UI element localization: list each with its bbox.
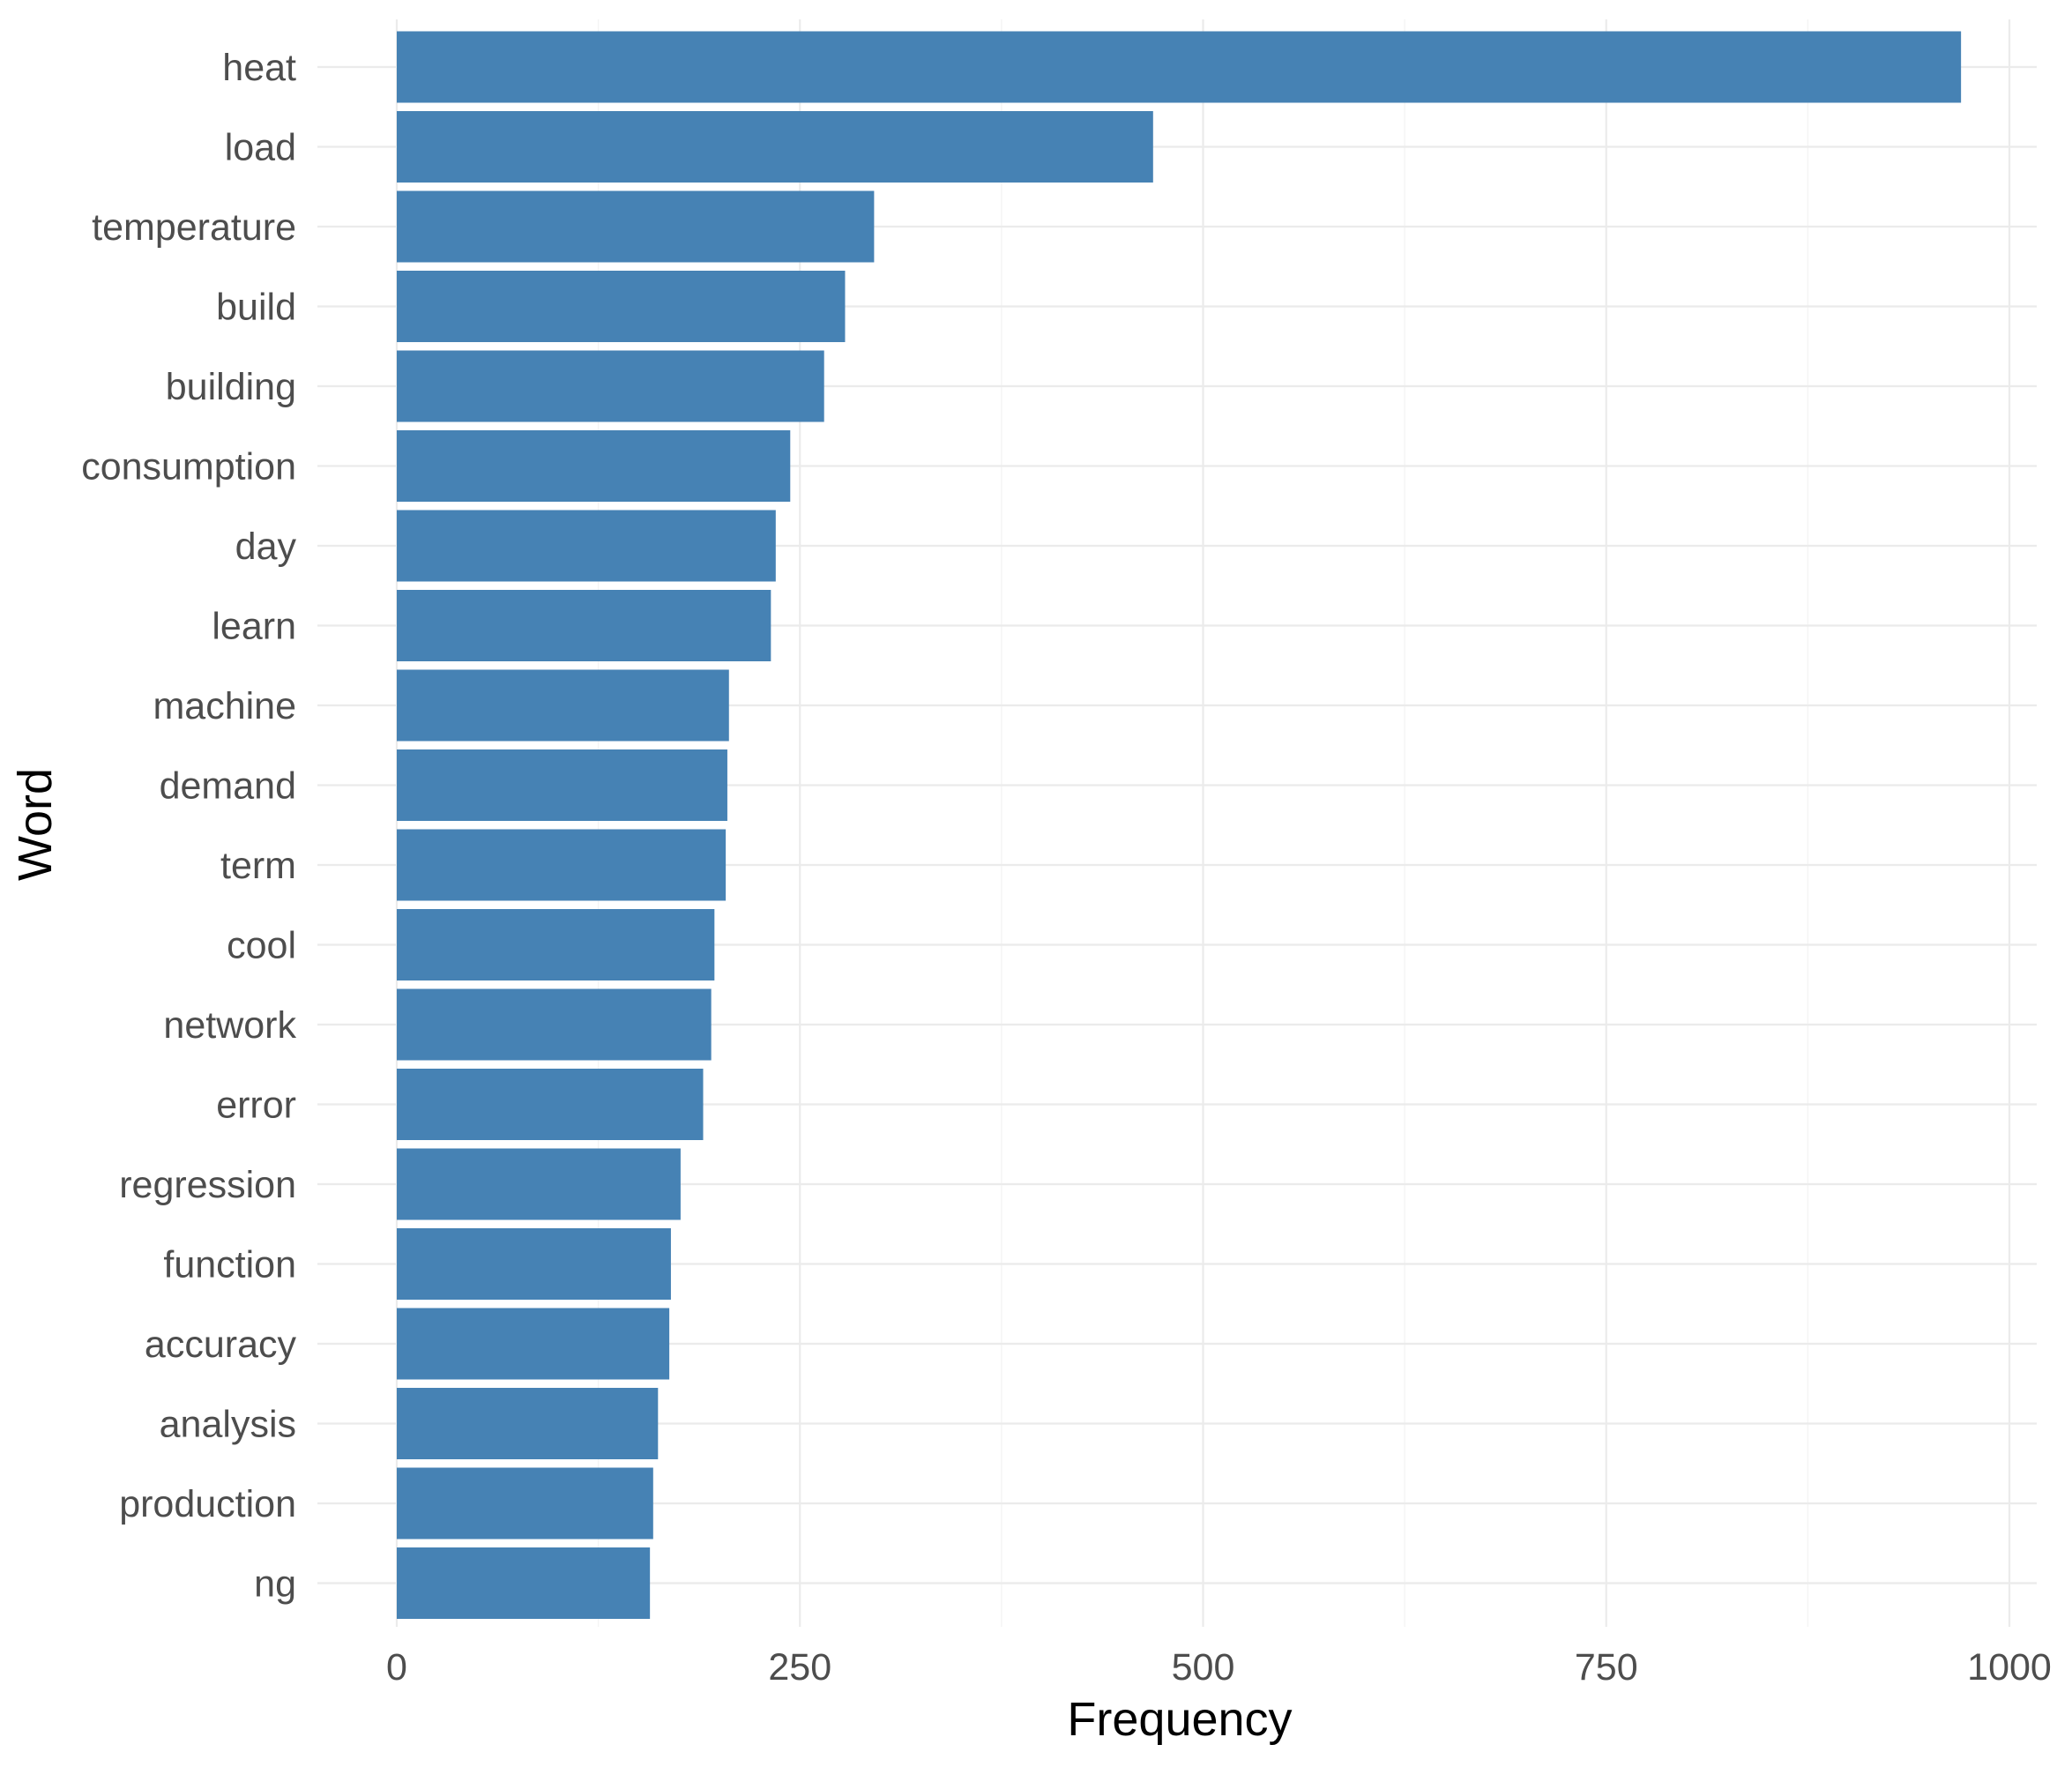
bar-temperature — [397, 190, 875, 263]
y-tick-label: function — [163, 1244, 296, 1286]
y-tick-labels: heat load temperature build building consumpt… — [81, 47, 296, 1606]
bar-learn — [397, 590, 771, 661]
bar-network — [397, 988, 712, 1061]
bar-machine — [397, 669, 729, 742]
y-tick-label: production — [119, 1483, 296, 1525]
bar-error — [397, 1069, 704, 1140]
bar-accuracy — [397, 1308, 670, 1380]
x-tick-label: 1000 — [1967, 1646, 2052, 1689]
bar-production — [397, 1467, 653, 1540]
bar-build — [397, 271, 846, 342]
bars — [397, 31, 1962, 1619]
x-tick-label: 500 — [1172, 1646, 1235, 1689]
y-tick-label: temperature — [92, 206, 296, 249]
y-tick-label: machine — [153, 685, 296, 727]
y-tick-label: consumption — [81, 446, 296, 488]
x-tick-labels: 0 250 500 750 1000 — [386, 1646, 2052, 1689]
y-tick-label: load — [225, 127, 296, 169]
y-tick-label: regression — [119, 1164, 296, 1206]
y-tick-label: term — [220, 845, 296, 887]
y-tick-label: error — [216, 1085, 296, 1127]
bar-cool — [397, 909, 715, 980]
y-tick-label: demand — [160, 765, 296, 808]
y-tick-label: heat — [222, 47, 296, 89]
x-tick-label: 250 — [768, 1646, 831, 1689]
x-axis-title: Frequency — [1067, 1693, 1292, 1746]
y-tick-label: building — [166, 366, 296, 408]
y-tick-label: learn — [212, 606, 296, 648]
bar-day — [397, 510, 776, 582]
y-tick-label: cool — [227, 925, 296, 967]
bar-demand — [397, 749, 727, 821]
bar-building — [397, 350, 824, 422]
y-tick-label: analysis — [160, 1404, 296, 1446]
y-tick-label: network — [163, 1004, 296, 1047]
bar-ng — [397, 1547, 651, 1619]
bar-consumption — [397, 430, 791, 502]
bar-analysis — [397, 1388, 659, 1459]
y-tick-label: ng — [254, 1563, 296, 1606]
bar-load — [397, 111, 1153, 183]
y-axis-title: Word — [9, 768, 62, 881]
y-tick-label: accuracy — [145, 1323, 297, 1366]
x-tick-label: 0 — [386, 1646, 407, 1689]
bar-term — [397, 829, 727, 901]
y-tick-label: day — [235, 526, 297, 568]
bar-regression — [397, 1148, 681, 1220]
y-tick-label: build — [216, 287, 296, 329]
x-tick-label: 750 — [1575, 1646, 1638, 1689]
bar-heat — [397, 31, 1962, 103]
bar-function — [397, 1228, 671, 1300]
